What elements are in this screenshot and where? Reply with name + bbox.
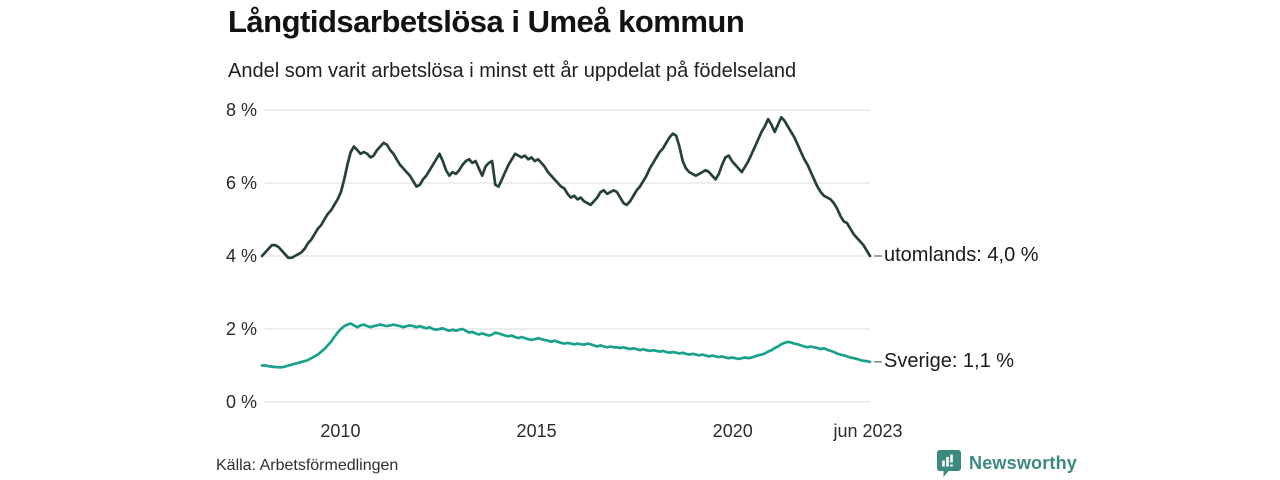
y-axis-tick-label: 0 % bbox=[225, 392, 257, 412]
source-note: Källa: Arbetsförmedlingen bbox=[216, 457, 399, 474]
bar-chart-glyph bbox=[942, 454, 953, 467]
brand-name: Newsworthy bbox=[969, 453, 1078, 473]
chart-title: Långtidsarbetslösa i Umeå kommun bbox=[228, 4, 745, 39]
chart-subtitle: Andel som varit arbetslösa i minst ett å… bbox=[228, 60, 797, 82]
brand-lockup: Newsworthy bbox=[936, 449, 1077, 478]
x-axis-tick-label: 2010 bbox=[320, 421, 361, 441]
y-axis-tick-label: 8 % bbox=[225, 100, 257, 120]
y-axis-tick-label: 2 % bbox=[225, 319, 257, 339]
y-axis-tick-label: 4 % bbox=[225, 246, 257, 266]
newsworthy-logo-icon bbox=[937, 450, 961, 477]
series-end-label-utomlands: utomlands: 4,0 % bbox=[884, 244, 1039, 266]
y-axis-tick-label: 6 % bbox=[225, 173, 257, 193]
x-axis-tick-label: 2020 bbox=[712, 421, 753, 441]
x-axis-tick-label: jun 2023 bbox=[833, 421, 903, 441]
x-axis-tick-label: 2015 bbox=[516, 421, 557, 441]
series-end-label-sverige: Sverige: 1,1 % bbox=[884, 349, 1015, 372]
series-line-Sverige bbox=[260, 322, 872, 369]
series-line-utomlands bbox=[260, 115, 872, 260]
